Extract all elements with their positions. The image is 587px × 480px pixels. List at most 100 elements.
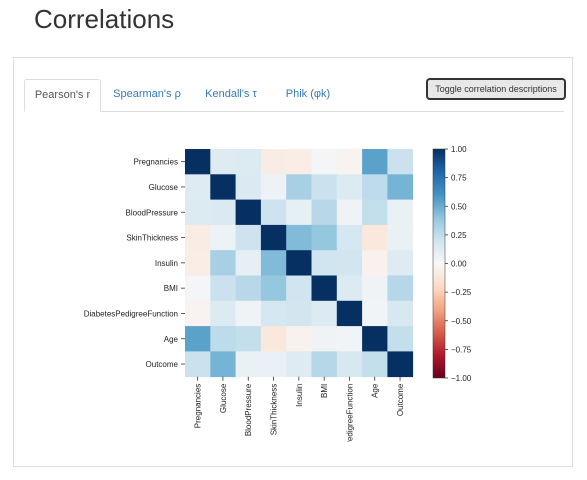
heatmap-cell — [260, 326, 287, 352]
heatmap-cell — [235, 250, 262, 276]
heatmap-cell — [210, 174, 236, 200]
x-tick-labels: Pregnancies Glucose BloodPressure SkinThick… — [194, 383, 405, 478]
heatmap-cell — [387, 351, 414, 378]
heatmap-cell — [210, 224, 236, 251]
heatmap-cell — [260, 174, 287, 200]
heatmap-cell — [311, 199, 338, 226]
heatmap-cell — [260, 199, 287, 226]
heatmap-cell — [210, 300, 236, 327]
x-tick-label: Pregnancies — [194, 384, 203, 428]
colorbar-tick-label: 1.00 — [451, 145, 467, 154]
heatmap-cell — [387, 149, 414, 175]
heatmap-cell — [185, 300, 211, 327]
y-tick-label: Outcome — [146, 360, 179, 369]
heatmap-cell — [185, 275, 211, 302]
heatmap-cell — [387, 300, 414, 327]
heatmap-cell — [185, 326, 211, 352]
heatmap-cell — [235, 199, 262, 226]
heatmap-cell — [336, 351, 363, 378]
y-tick-label: Glucose — [149, 183, 179, 192]
heatmap-cell — [336, 275, 363, 302]
y-tick-label: DiabetesPedigreeFunction — [84, 309, 178, 318]
colorbar-tick-label: −1.00 — [451, 374, 472, 383]
colorbar-tick-label: 0.50 — [451, 202, 467, 211]
heatmap-cell — [286, 275, 312, 302]
heatmap-cell — [336, 250, 363, 276]
colorbar — [432, 148, 446, 379]
heatmap-cell — [336, 300, 363, 327]
heatmap-cell — [387, 199, 414, 226]
heatmap-cell — [387, 174, 414, 200]
heatmap-cell — [185, 351, 211, 378]
heatmap-cell — [235, 224, 262, 251]
colorbar-tick-label: 0.00 — [451, 260, 467, 269]
x-tick-label: BloodPressure — [244, 383, 253, 436]
heatmap-cell — [311, 275, 338, 302]
heatmap-cell — [362, 351, 388, 378]
heatmap-cell — [260, 250, 287, 276]
heatmap-cell — [185, 149, 211, 175]
heatmap-cell — [362, 275, 388, 302]
y-tick-label: BMI — [164, 284, 178, 293]
heatmap-cell — [210, 250, 236, 276]
toggle-correlation-descriptions-button[interactable]: Toggle correlation descriptions — [427, 79, 565, 99]
x-tick-label: SkinThickness — [270, 384, 279, 436]
heatmap-cell — [210, 149, 236, 175]
heatmap-cell — [286, 224, 312, 251]
heatmap-cell — [210, 275, 236, 302]
heatmap-cell — [210, 199, 236, 226]
heatmap-cell — [286, 250, 312, 276]
heatmap-cell — [362, 224, 388, 251]
tab-phik[interactable]: Phik (φk) — [285, 88, 331, 100]
colorbar-tick-label: −0.50 — [451, 317, 472, 326]
heatmap-cell — [362, 199, 388, 226]
colorbar-tick-label: −0.75 — [451, 345, 472, 354]
x-tick-label: Glucose — [219, 383, 228, 413]
heatmap-cell — [362, 300, 388, 327]
heatmap-cell — [336, 326, 363, 352]
heatmap-cell — [260, 149, 287, 175]
heatmap-cell — [235, 300, 262, 327]
tab-spearman[interactable]: Spearman's ρ — [113, 88, 181, 100]
heatmap-cell — [387, 275, 414, 302]
x-tick-label: Age — [371, 383, 380, 398]
heatmap-cell — [235, 351, 262, 378]
heatmap-cell — [286, 174, 312, 200]
heatmap-cell — [260, 275, 287, 302]
heatmap-cell — [311, 250, 338, 276]
heatmap-cell — [336, 199, 363, 226]
colorbar-tick-label: 0.75 — [451, 174, 467, 183]
heatmap-cell — [336, 224, 363, 251]
heatmap-cell — [235, 174, 262, 200]
heatmap-cell — [336, 149, 363, 175]
heatmap-cell — [362, 149, 388, 175]
page-title: Correlations — [34, 4, 175, 34]
heatmap-cell — [311, 300, 338, 327]
heatmap-cell — [185, 174, 211, 200]
colorbar-tick-label: 0.25 — [451, 231, 467, 240]
y-tick-label: Insulin — [155, 259, 178, 268]
tab-pearson[interactable]: Pearson's r — [24, 79, 101, 112]
y-tick-label: BloodPressure — [126, 208, 179, 217]
x-tick-label: DiabetesPedigreeFunction — [345, 384, 354, 478]
x-tick-label: Insulin — [295, 384, 304, 407]
heatmap-cell — [311, 174, 338, 200]
heatmap-cell — [311, 149, 338, 175]
heatmap-cell — [260, 224, 287, 251]
heatmap-cell — [387, 250, 414, 276]
tab-kendall[interactable]: Kendall's τ — [205, 88, 257, 100]
colorbar-tick-label: −0.25 — [451, 288, 472, 297]
heatmap-cell — [387, 326, 414, 352]
heatmap-cell — [286, 199, 312, 226]
heatmap-cell — [286, 351, 312, 378]
heatmap-cell — [235, 326, 262, 352]
y-tick-label: SkinThickness — [126, 234, 178, 243]
heatmap-cell — [260, 300, 287, 327]
heatmap-cell — [286, 326, 312, 352]
heatmap-cell — [210, 351, 236, 378]
heatmap-cell — [185, 250, 211, 276]
x-tick-label: BMI — [320, 384, 329, 398]
heatmap-cell — [387, 224, 414, 251]
heatmap-cell — [362, 174, 388, 200]
heatmap-cell — [311, 351, 338, 378]
